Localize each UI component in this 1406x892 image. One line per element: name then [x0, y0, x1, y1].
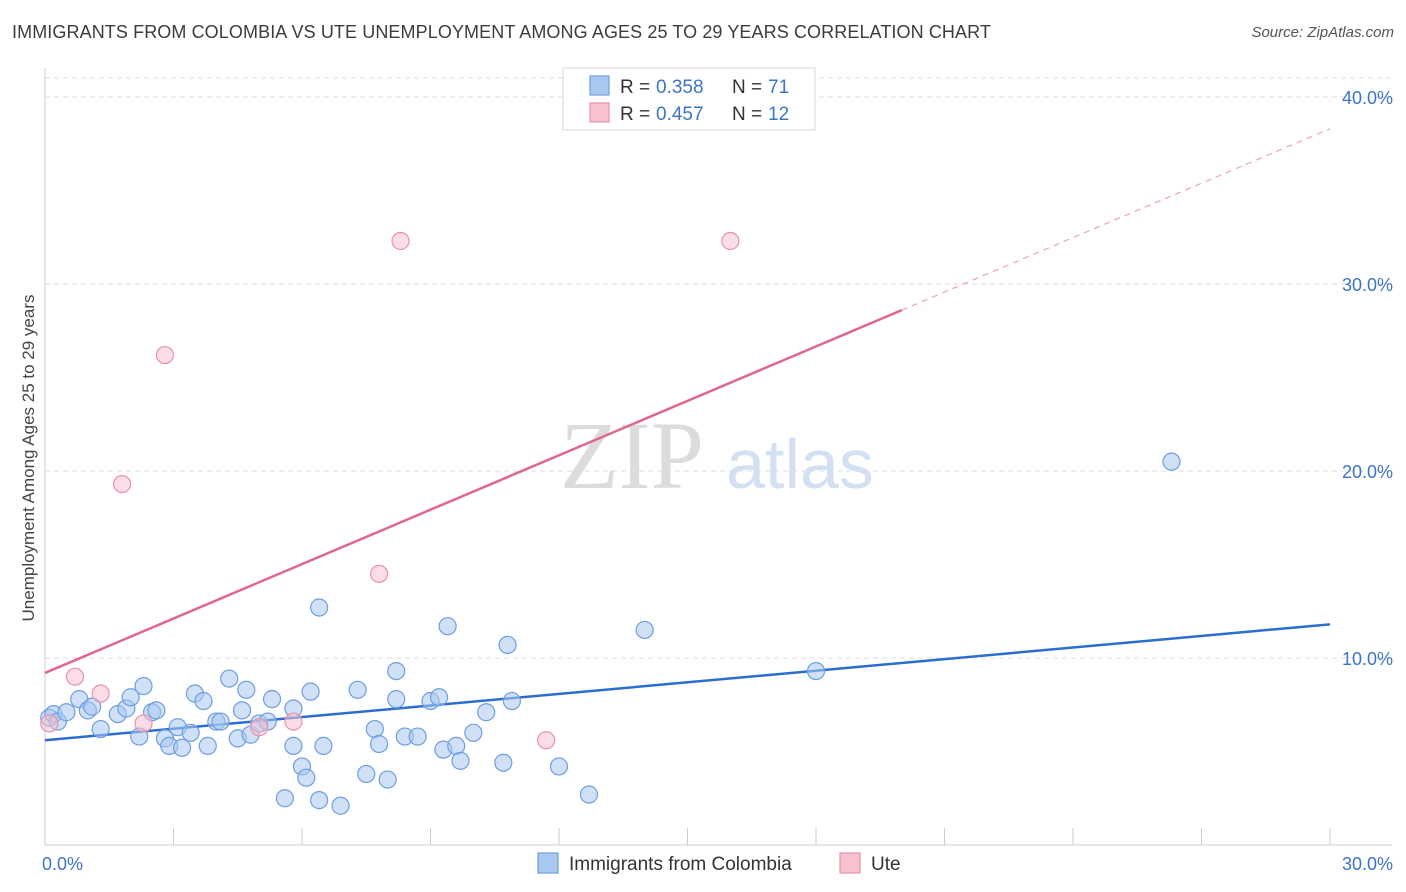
point-colombia-42: [331, 796, 350, 815]
point-colombia-49: [387, 690, 406, 709]
point-colombia-66: [806, 661, 826, 681]
point-colombia-58: [464, 723, 483, 742]
point-colombia-47: [378, 770, 397, 789]
point-ute-10: [537, 731, 556, 750]
point-colombia-37: [297, 768, 316, 787]
legend-swatch-pink: [589, 102, 610, 123]
point-colombia-53: [429, 688, 449, 707]
y-axis-label: Unemployment Among Ages 25 to 29 years: [19, 295, 38, 622]
point-colombia-22: [198, 736, 217, 755]
point-colombia-64: [579, 785, 599, 804]
point-colombia-7: [91, 719, 110, 739]
point-ute-7: [284, 712, 303, 731]
watermark: ZIP atlas: [560, 402, 874, 509]
bottom-legend-swatch-pink: [839, 852, 861, 874]
legend-n-value-blue: 71: [768, 77, 789, 98]
point-colombia-14: [147, 701, 166, 720]
point-colombia-3: [57, 703, 76, 722]
point-colombia-59: [477, 703, 496, 722]
point-colombia-60: [494, 753, 513, 772]
point-ute-3: [112, 474, 132, 494]
y-tick-label-1: 20.0%: [1342, 462, 1393, 482]
point-ute-5: [155, 345, 175, 365]
legend-r-label-pink: R =: [620, 104, 650, 125]
legend-n-label-blue: N =: [732, 77, 762, 98]
point-colombia-55: [438, 617, 457, 636]
point-colombia-19: [181, 723, 200, 742]
source-label: Source: ZipAtlas.com: [1251, 24, 1394, 41]
legend-r-value-blue: 0.358: [656, 77, 704, 98]
point-colombia-28: [237, 680, 256, 699]
point-ute-4: [134, 714, 153, 733]
point-colombia-27: [232, 701, 252, 720]
point-ute-9: [391, 231, 410, 251]
legend-r-label-blue: R =: [620, 77, 650, 98]
point-ute-1: [65, 667, 85, 686]
legend-n-label-pink: N =: [732, 104, 762, 125]
point-colombia-51: [408, 727, 427, 746]
point-colombia-44: [357, 764, 376, 784]
legend-swatch-blue: [589, 75, 610, 96]
watermark-zip: ZIP: [560, 402, 704, 509]
point-colombia-35: [284, 736, 303, 755]
bottom-legend: Immigrants from Colombia Ute: [537, 852, 901, 875]
point-colombia-32: [262, 690, 282, 709]
legend: R = 0.358 N = 71 R = 0.457 N = 12: [562, 67, 816, 131]
point-colombia-57: [451, 751, 470, 770]
point-ute-8: [370, 564, 389, 583]
point-colombia-40: [314, 736, 333, 755]
data-points: [40, 231, 1181, 815]
point-colombia-56: [447, 736, 466, 755]
point-ute-6: [250, 718, 269, 737]
point-colombia-43: [348, 680, 367, 699]
legend-n-value-pink: 12: [768, 104, 789, 125]
watermark-atlas: atlas: [726, 425, 874, 503]
y-tick-label-3: 40.0%: [1342, 88, 1393, 108]
x-tick-labels: 0.0% 30.0%: [42, 854, 1393, 874]
y-tick-label-2: 30.0%: [1342, 275, 1393, 295]
x-tick-label-0: 0.0%: [42, 854, 83, 874]
y-tick-labels: 10.0% 20.0% 30.0% 40.0%: [1342, 88, 1393, 669]
point-colombia-62: [502, 691, 521, 711]
point-colombia-48: [387, 661, 406, 681]
bottom-legend-swatch-blue: [537, 852, 559, 874]
point-colombia-10: [121, 688, 140, 707]
chart-title: IMMIGRANTS FROM COLOMBIA VS UTE UNEMPLOY…: [12, 22, 991, 42]
point-colombia-63: [549, 757, 569, 776]
point-colombia-46: [370, 734, 389, 754]
point-colombia-45: [365, 719, 384, 739]
point-colombia-61: [498, 635, 517, 655]
trend-line-colombia: [44, 623, 1331, 742]
x-tick-label-1: 30.0%: [1342, 854, 1393, 874]
point-colombia-33: [275, 789, 294, 808]
trend-line-ute-extension: [901, 128, 1331, 311]
point-colombia-24: [211, 712, 230, 731]
point-colombia-6: [83, 697, 102, 716]
legend-r-value-pink: 0.457: [656, 104, 704, 125]
bottom-legend-label-ute: Ute: [871, 854, 901, 875]
point-colombia-21: [194, 691, 213, 711]
point-colombia-38: [301, 682, 320, 701]
y-tick-label-0: 10.0%: [1342, 649, 1393, 669]
grid-lines: [45, 77, 1392, 659]
point-colombia-65: [635, 620, 654, 640]
point-colombia-39: [310, 791, 329, 810]
point-colombia-67: [1162, 452, 1181, 471]
point-colombia-41: [310, 598, 329, 617]
point-colombia-12: [134, 676, 153, 696]
point-colombia-18: [172, 738, 192, 757]
point-ute-0: [40, 714, 59, 733]
trend-line-ute: [44, 309, 903, 675]
bottom-legend-label-colombia: Immigrants from Colombia: [569, 854, 792, 875]
point-colombia-25: [220, 669, 239, 688]
point-ute-11: [721, 231, 740, 251]
point-ute-2: [91, 684, 110, 703]
